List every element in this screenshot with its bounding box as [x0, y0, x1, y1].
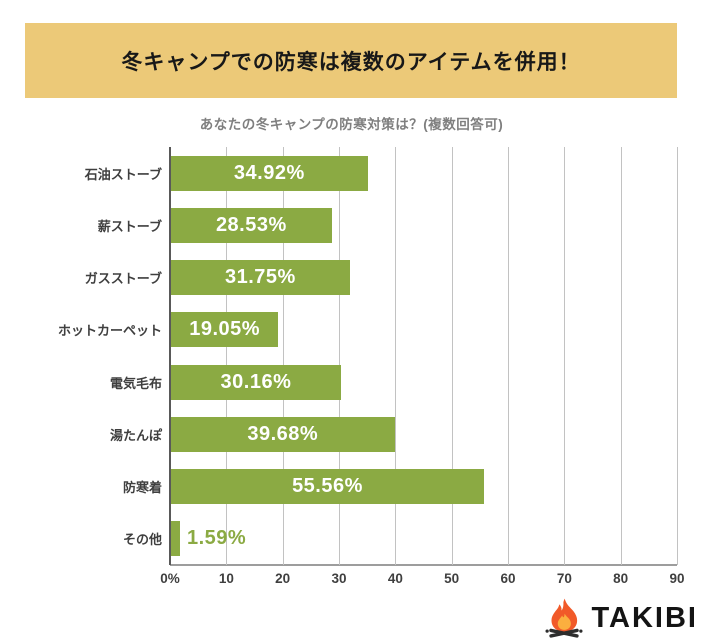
bar — [171, 521, 180, 557]
bar: 28.53% — [171, 207, 332, 243]
bar: 39.68% — [171, 416, 395, 452]
bar: 19.05% — [171, 312, 279, 348]
x-axis-line — [170, 564, 677, 566]
bar: 31.75% — [171, 260, 350, 296]
plot-area: 0% 10 20 30 40 50 60 70 80 90 石油ストーブ 34.92% 薪ストーブ 28.… — [58, 147, 685, 586]
x-tick-label: 40 — [387, 571, 403, 586]
bar-value-label: 19.05% — [189, 318, 261, 341]
chart-title: あなたの冬キャンプの防寒対策は？(複数回答可) — [199, 117, 504, 132]
gridline — [564, 147, 566, 565]
title-banner: 冬キャンプでの防寒は複数のアイテムを併用！ — [25, 23, 677, 98]
category-label: 電気毛布 — [109, 375, 162, 391]
gridline — [282, 147, 284, 565]
campfire-logs — [545, 628, 583, 638]
page-title: 冬キャンプでの防寒は複数のアイテムを併用！ — [121, 50, 581, 74]
gridline — [226, 147, 228, 565]
x-tick-label: 30 — [331, 571, 347, 586]
x-tick-label: 50 — [444, 571, 460, 586]
flame-inner — [558, 613, 572, 630]
x-tick-label: 10 — [218, 571, 234, 586]
category-label: その他 — [122, 532, 162, 548]
gridline — [395, 147, 397, 565]
takibi-logo: TAKIBI — [544, 597, 698, 639]
bar-value-label: 55.56% — [292, 475, 363, 498]
bar: 34.92% — [171, 155, 368, 191]
x-tick-label: 60 — [500, 571, 516, 586]
bar-value-label: 39.68% — [247, 422, 319, 445]
y-axis-line — [169, 147, 171, 565]
gridline — [508, 147, 509, 565]
category-label: 防寒着 — [122, 480, 162, 496]
campfire-icon — [545, 598, 583, 638]
category-label: 石油ストーブ — [84, 166, 162, 182]
category-label: ガスストーブ — [84, 271, 162, 287]
gridline — [620, 147, 622, 565]
gridline — [451, 147, 453, 565]
bar-value-label: 34.92% — [233, 161, 305, 184]
bar: 55.56% — [171, 469, 484, 505]
x-tick-label: 20 — [275, 571, 291, 586]
x-tick-label: 90 — [669, 571, 685, 586]
bar-value-label: 28.53% — [215, 213, 287, 236]
gridline — [677, 147, 678, 565]
gridline — [339, 147, 340, 565]
x-tick-label: 80 — [613, 571, 629, 586]
x-tick-label: 70 — [556, 571, 572, 586]
category-label: 湯たんぽ — [109, 427, 162, 443]
category-label: ホットカーペット — [57, 323, 162, 339]
bar-value-label: 30.16% — [220, 370, 292, 393]
bar: 30.16% — [171, 364, 341, 400]
bar-value-label: 31.75% — [225, 266, 296, 289]
logo-text: TAKIBI — [591, 601, 698, 634]
bar-value-label: 1.59% — [186, 527, 247, 550]
category-label: 薪ストーブ — [97, 218, 162, 234]
x-tick-label: 0% — [160, 571, 180, 586]
